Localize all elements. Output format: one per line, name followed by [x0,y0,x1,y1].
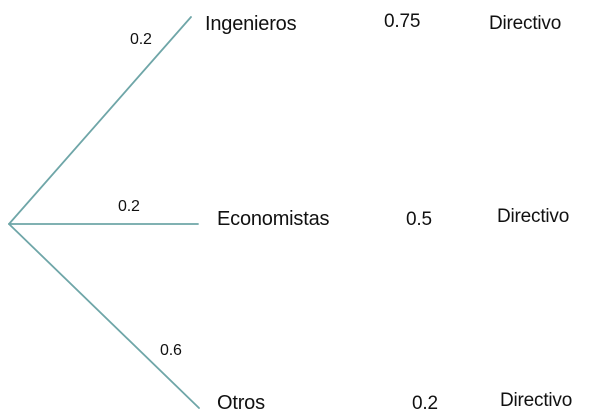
branch-otros [8,223,200,409]
branch-probability-ingenieros: 0.2 [130,31,152,48]
node-label-ingenieros: Ingenieros [205,13,297,35]
branch-ingenieros [8,16,192,225]
branch-probability-otros: 0.6 [160,342,182,359]
node-label-otros: Otros [217,392,265,414]
outcome-label-economistas: Directivo [497,206,570,227]
conditional-probability-otros: 0.2 [412,393,438,414]
outcome-label-ingenieros: Directivo [489,13,562,34]
outcome-label-otros: Directivo [500,390,573,411]
node-label-economistas: Economistas [217,208,330,230]
conditional-probability-ingenieros: 0.75 [384,11,421,32]
branch-probability-economistas: 0.2 [118,198,140,215]
conditional-probability-economistas: 0.5 [406,209,432,230]
